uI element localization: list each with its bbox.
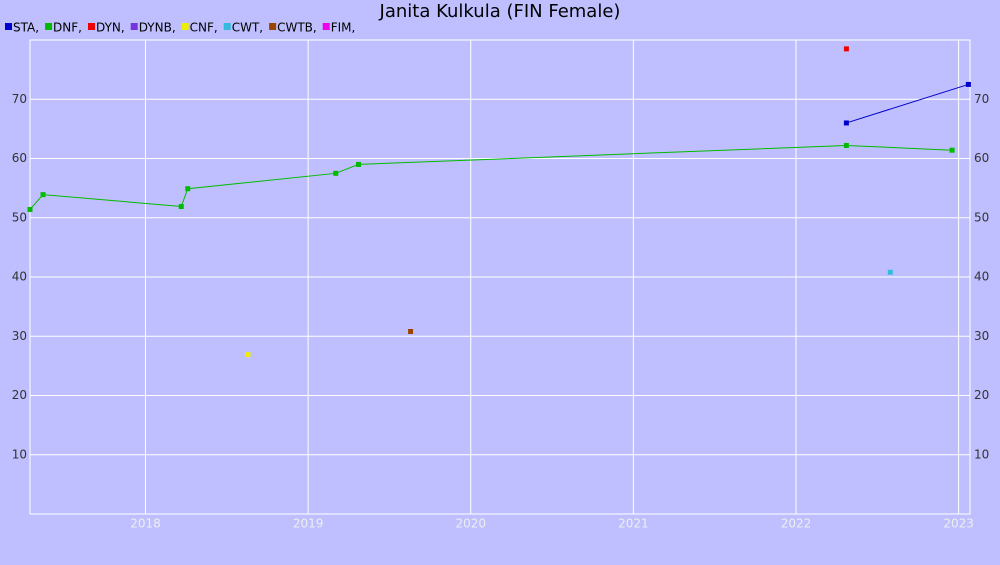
data-point <box>408 329 414 335</box>
y-tick-label-right: 10 <box>974 447 989 461</box>
y-tick-label-right: 70 <box>974 92 989 106</box>
series-line <box>846 83 969 124</box>
legend-swatch <box>223 23 231 30</box>
data-point <box>185 186 191 192</box>
legend-label: DYN, <box>96 21 125 35</box>
y-tick-label-right: 50 <box>974 210 989 224</box>
legend-swatch <box>87 23 95 30</box>
data-point <box>843 142 849 148</box>
data-point <box>245 352 251 358</box>
legend-label: DYNB, <box>139 21 176 35</box>
data-point <box>949 147 955 153</box>
y-tick-label-right: 30 <box>974 329 989 343</box>
y-tick-label-right: 60 <box>974 151 989 165</box>
legend-label: CWTB, <box>277 21 317 35</box>
legend-label: CWT, <box>232 21 263 35</box>
y-tick-label-right: 40 <box>974 270 989 284</box>
data-point <box>887 269 893 275</box>
y-tick-label: 10 <box>12 447 27 461</box>
data-point <box>40 192 46 198</box>
x-tick-label: 2022 <box>781 517 812 531</box>
chart-title: Janita Kulkula (FIN Female) <box>379 1 621 22</box>
legend-label: CNF, <box>190 21 218 35</box>
y-tick-label: 60 <box>12 151 27 165</box>
legend-swatch <box>181 23 189 30</box>
legend-swatch <box>5 23 12 30</box>
y-tick-label-right: 20 <box>974 388 989 402</box>
data-point <box>965 81 971 87</box>
data-point <box>333 170 339 176</box>
series-line <box>29 144 953 210</box>
legend-label: FIM, <box>331 21 356 35</box>
x-tick-label: 2019 <box>293 517 324 531</box>
y-tick-label: 20 <box>12 388 27 402</box>
legend-swatch <box>45 23 53 30</box>
legend-swatch <box>322 23 330 30</box>
legend-swatch <box>130 23 138 30</box>
x-tick-label: 2018 <box>130 517 161 531</box>
legend-label: DNF, <box>53 21 82 35</box>
data-point <box>178 203 184 209</box>
y-tick-label: 30 <box>12 329 27 343</box>
x-tick-label: 2023 <box>943 517 974 531</box>
legend-swatch <box>269 23 277 30</box>
data-point <box>356 161 362 167</box>
data-point <box>843 46 849 52</box>
data-point <box>843 120 849 126</box>
legend-label: STA, <box>13 21 39 35</box>
y-tick-label: 50 <box>12 210 27 224</box>
data-point <box>27 206 33 212</box>
x-tick-label: 2021 <box>618 517 649 531</box>
y-tick-label: 70 <box>12 92 27 106</box>
y-tick-label: 40 <box>12 270 27 284</box>
x-tick-label: 2020 <box>455 517 486 531</box>
